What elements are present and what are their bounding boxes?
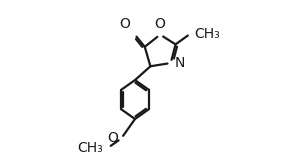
- Text: CH₃: CH₃: [194, 27, 220, 41]
- Text: O: O: [119, 17, 130, 31]
- Text: CH₃: CH₃: [78, 141, 103, 155]
- Text: O: O: [155, 17, 166, 31]
- Text: N: N: [175, 56, 185, 70]
- Text: O: O: [107, 132, 118, 146]
